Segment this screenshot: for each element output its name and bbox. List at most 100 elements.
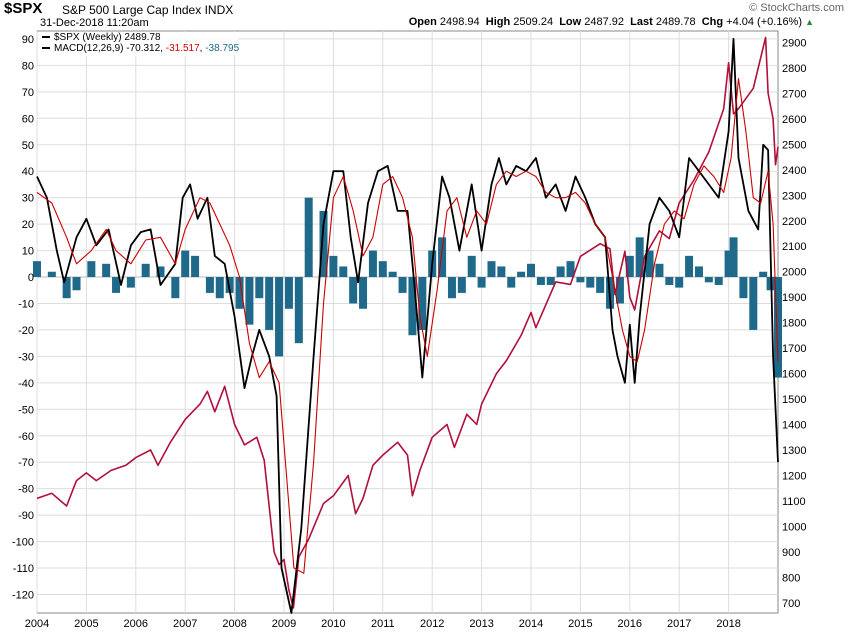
right-tick-label: 2400 [782,165,806,177]
histogram-bar [517,271,526,278]
x-tick-label: 2018 [716,618,740,630]
histogram-bar [749,277,758,330]
left-tick-label: 10 [22,246,34,258]
histogram-bar [171,277,180,299]
x-tick-label: 2015 [568,618,592,630]
x-tick-label: 2012 [420,618,444,630]
histogram-bar [245,277,254,325]
watermark[interactable]: © StockCharts.com [749,2,844,14]
histogram-bar [319,210,328,278]
histogram-bar [586,277,595,288]
right-tick-label: 2300 [782,190,806,202]
high-value: 2509.24 [513,16,554,28]
left-axis: 90 80 70 60 50 40 30 20 10 0 -10 -20 -30 -40 -50 -60 -70… [12,34,34,602]
histogram-bar [62,277,71,299]
histogram-bar [398,277,407,293]
right-tick-label: 900 [782,547,800,559]
histogram-bar [388,271,397,278]
histogram-bar [665,277,674,285]
histogram-bar [447,277,456,299]
left-tick-label: -80 [18,484,34,496]
histogram-bar [635,237,644,278]
histogram-bar [546,277,555,285]
histogram-bar [126,277,135,288]
histogram-bar [284,277,293,309]
left-tick-label: -20 [18,325,34,337]
left-tick-label: -10 [18,298,34,310]
histogram-bar [596,277,605,293]
histogram-bar [156,266,165,278]
left-tick-label: 90 [22,34,34,46]
right-tick-label: 1200 [782,470,806,482]
histogram-bar [566,261,575,278]
x-tick-label: 2014 [519,618,543,630]
change-label: Chg [701,16,724,28]
last-value: 2489.78 [655,16,696,28]
histogram-bar [724,250,733,278]
histogram-bar [72,277,81,291]
left-tick-label: 80 [22,60,34,72]
histogram-bar [215,277,224,299]
last-label: Last [630,16,653,28]
signal-line [36,78,779,574]
histogram-bar [487,261,496,278]
legend-bg [38,32,238,56]
right-tick-label: 2900 [782,37,806,49]
left-tick-label: 20 [22,219,34,231]
right-tick-label: 2100 [782,241,806,253]
change-value: +4.04 (+0.16%) [726,16,803,28]
histogram-bar [408,277,417,336]
histogram-bar [141,263,150,278]
timestamp: 31-Dec-2018 11:20am [40,17,149,29]
legend-macd: MACD(12,26,9) -70.312, -31.517, -38.795 [54,43,240,54]
histogram-bar [615,277,624,304]
histogram-bar [112,277,121,293]
histogram-bar [235,277,244,309]
histogram-bar [378,261,387,278]
right-axis: 2900 2800 2700 2600 2500 2400 2300 2200 2100 2000… [782,37,806,609]
histogram-bar [339,266,348,278]
histogram-bar [181,250,190,278]
x-tick-label: 2016 [618,618,642,630]
symbol: $SPX [4,0,43,17]
histogram-bar [47,271,56,278]
left-tick-label: -40 [18,378,34,390]
open-value: 2498.94 [439,16,480,28]
histogram-bar [205,277,214,293]
histogram-bar [645,250,654,278]
right-tick-label: 1300 [782,445,806,457]
right-tick-label: 2800 [782,63,806,75]
left-tick-label: -90 [18,510,34,522]
instrument-title: S&P 500 Large Cap Index [62,3,202,17]
instrument-name: S&P 500 Large Cap Index INDX [62,3,233,17]
histogram-bar [304,197,313,278]
right-tick-label: 2000 [782,267,806,279]
histogram-bar [497,266,506,278]
right-tick-label: 1000 [782,521,806,533]
histogram-bar [655,263,664,278]
histogram-bar [536,277,545,285]
histogram-bar [329,255,338,278]
histogram-bar [265,277,274,330]
histogram-bar [507,277,516,288]
left-tick-label: -70 [18,457,34,469]
histogram-bar [368,250,377,278]
histogram-bar [774,277,782,378]
left-tick-label: -110 [13,563,34,575]
right-tick-label: 1100 [782,496,806,508]
histogram-bar [694,266,703,278]
right-tick-label: 2600 [782,114,806,126]
x-tick-label: 2017 [667,618,691,630]
histogram-bar [729,237,738,278]
high-label: High [485,16,511,28]
histogram-bar [685,255,694,278]
x-tick-label: 2009 [272,618,296,630]
histogram-bar [294,277,303,344]
right-tick-label: 1600 [782,369,806,381]
x-tick-label: 2010 [321,618,345,630]
price-line [36,36,779,609]
left-tick-label: 0 [28,272,34,284]
legend-macd-label: MACD(12,26,9) [54,43,123,54]
x-tick-label: 2011 [371,618,395,630]
